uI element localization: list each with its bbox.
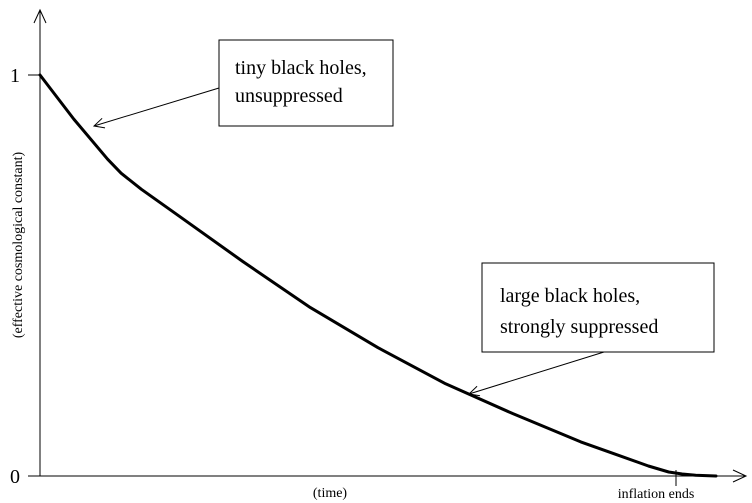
x-axis-label: (time)	[313, 486, 348, 501]
annotation-text-tiny-line-1: tiny black holes,	[235, 57, 367, 79]
annotation-text-tiny-line-2: unsuppressed	[235, 85, 343, 107]
annotation-text-large-line-1: large black holes,	[500, 285, 640, 307]
y-tick-label-1: 1	[10, 65, 20, 87]
x-tick-label-inflation-ends: inflation ends	[618, 487, 695, 502]
annotation-text-large-line-2: strongly suppressed	[500, 316, 658, 338]
series-line	[38, 73, 718, 478]
y-axis-arrowhead	[33, 8, 47, 24]
annotation-arrow-tiny-black-holes	[94, 87, 220, 126]
annotation-arrow-large-black-holes	[469, 351, 605, 394]
annotation-box-tiny-black-holes	[218, 39, 394, 127]
y-tick-label-0: 0	[10, 466, 20, 488]
annotation-box-large-black-holes	[481, 262, 715, 353]
y-axis-label: (effective cosmological constant)	[11, 152, 26, 339]
x-axis-arrowhead	[732, 469, 748, 483]
